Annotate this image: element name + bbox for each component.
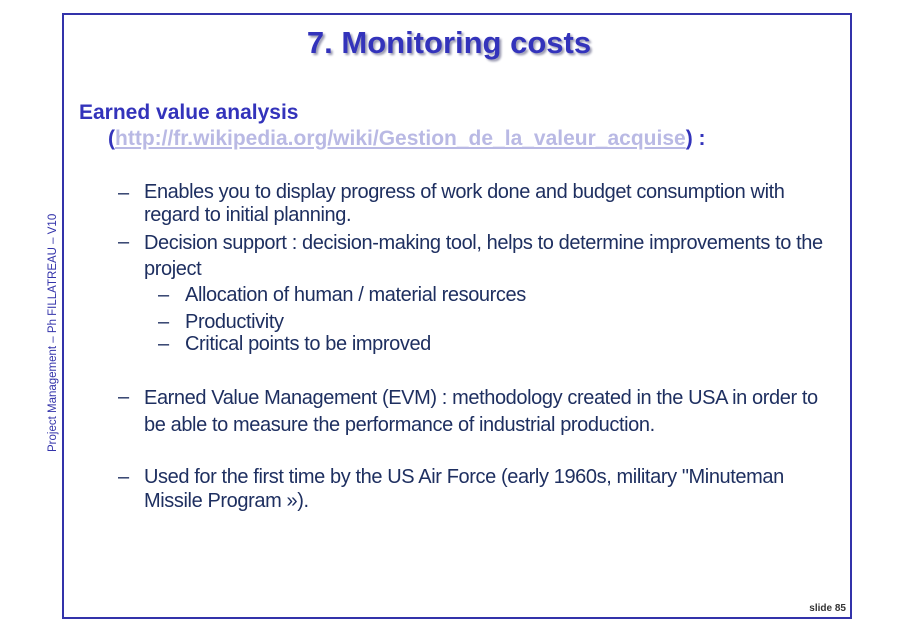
link-open-paren: ( xyxy=(108,127,115,150)
link-close-paren: ) : xyxy=(685,127,706,150)
side-label: Project Management – Ph FILLATREAU – V10 xyxy=(47,213,59,452)
link-line: (http://fr.wikipedia.org/wiki/Gestion_de… xyxy=(108,127,706,151)
bullet-dash: – xyxy=(118,386,129,408)
bullet-dash: – xyxy=(118,182,129,204)
slide-number: slide 85 xyxy=(809,603,846,614)
bullet-3-text: Earned Value Management (EVM) : methodol… xyxy=(144,387,818,436)
slide-frame xyxy=(62,13,852,619)
sub-bullet-2-text: Productivity xyxy=(185,311,284,333)
bullet-dash: – xyxy=(118,466,129,488)
section-heading: Earned value analysis xyxy=(79,101,299,124)
bullet-dash: – xyxy=(158,333,169,355)
bullet-2-text: Decision support : decision-making tool,… xyxy=(144,232,823,280)
bullet-dash: – xyxy=(118,231,129,253)
sub-bullet-1-text: Allocation of human / material resources xyxy=(185,284,526,306)
bullet-1-text: Enables you to display progress of work … xyxy=(144,181,785,226)
bullet-4-text: Used for the first time by the US Air Fo… xyxy=(144,466,784,512)
wikipedia-link[interactable]: http://fr.wikipedia.org/wiki/Gestion_de_… xyxy=(115,127,686,150)
slide-title: 7. Monitoring costs xyxy=(306,25,592,60)
bullet-dash: – xyxy=(158,284,169,306)
sub-bullet-3-text: Critical points to be improved xyxy=(185,333,431,355)
bullet-dash: – xyxy=(158,311,169,333)
